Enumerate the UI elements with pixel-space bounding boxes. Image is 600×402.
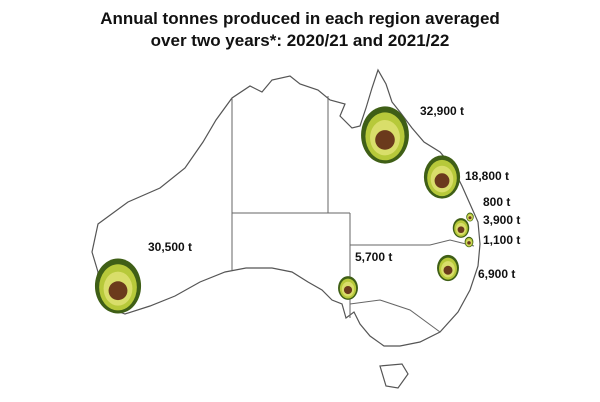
avocado (466, 212, 474, 222)
state-border (350, 239, 475, 247)
avocado (361, 106, 409, 164)
avocado (94, 258, 142, 314)
region-label: 30,500 t (148, 240, 192, 254)
avocado (452, 218, 470, 238)
state-border (349, 299, 441, 333)
avocado (464, 236, 474, 248)
region-label: 6,900 t (478, 267, 515, 281)
avocado-seed (108, 281, 128, 301)
tasmania (379, 363, 409, 389)
title-line: over two years*: 2020/21 and 2021/22 (151, 31, 450, 50)
avocado-seed (343, 285, 353, 295)
title-line: Annual tonnes produced in each region av… (100, 9, 500, 28)
avocado-seed (457, 226, 465, 234)
avocado (423, 155, 461, 199)
avocado (338, 276, 358, 300)
avocado (437, 254, 459, 282)
avocado-seed (443, 265, 453, 275)
region-label: 800 t (483, 195, 510, 209)
region-label: 18,800 t (465, 169, 509, 183)
avocado-seed (375, 130, 395, 150)
region-label: 1,100 t (483, 233, 520, 247)
avocado-seed (434, 173, 450, 189)
region-label: 5,700 t (355, 250, 392, 264)
region-label: 3,900 t (483, 213, 520, 227)
avocado-seed (467, 241, 471, 245)
avocado-layer: 32,900 t 18,800 t 800 t 3,900 t 1,100 t 6,900… (94, 104, 520, 314)
region-label: 32,900 t (420, 104, 464, 118)
avocado-seed (468, 216, 472, 220)
